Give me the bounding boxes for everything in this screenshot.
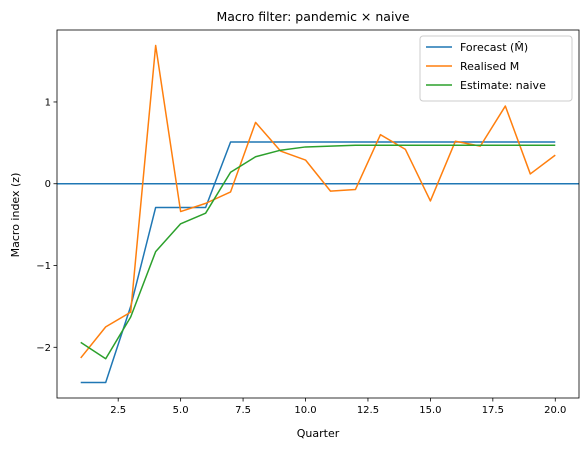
legend-label-1: Realised M [460,60,519,73]
x-tick-label: 2.5 [110,405,126,416]
y-tick-label: −1 [36,261,51,272]
x-tick-label: 20.0 [544,405,566,416]
x-tick-label: 5.0 [173,405,189,416]
x-tick-label: 15.0 [419,405,441,416]
x-tick-label: 7.5 [235,405,251,416]
y-tick-label: 1 [45,97,51,108]
y-tick-label: −2 [36,343,51,354]
x-axis-label: Quarter [297,427,340,440]
y-axis: −2 −1 0 1 [36,97,57,353]
legend-label-0: Forecast (M̂) [460,41,528,54]
series-line-2 [81,145,556,358]
y-tick-label: 0 [45,179,51,190]
chart-title: Macro filter: pandemic × naive [216,9,409,24]
legend-label-2: Estimate: naive [460,79,546,92]
y-axis-label: Macro index (z) [9,173,22,258]
x-axis: 2.5 5.0 7.5 10.0 12.5 15.0 17.5 20.0 [110,398,566,416]
x-tick-label: 17.5 [482,405,504,416]
x-tick-label: 10.0 [294,405,316,416]
x-tick-label: 12.5 [357,405,379,416]
legend: Forecast (M̂) Realised M Estimate: naive [420,36,572,101]
